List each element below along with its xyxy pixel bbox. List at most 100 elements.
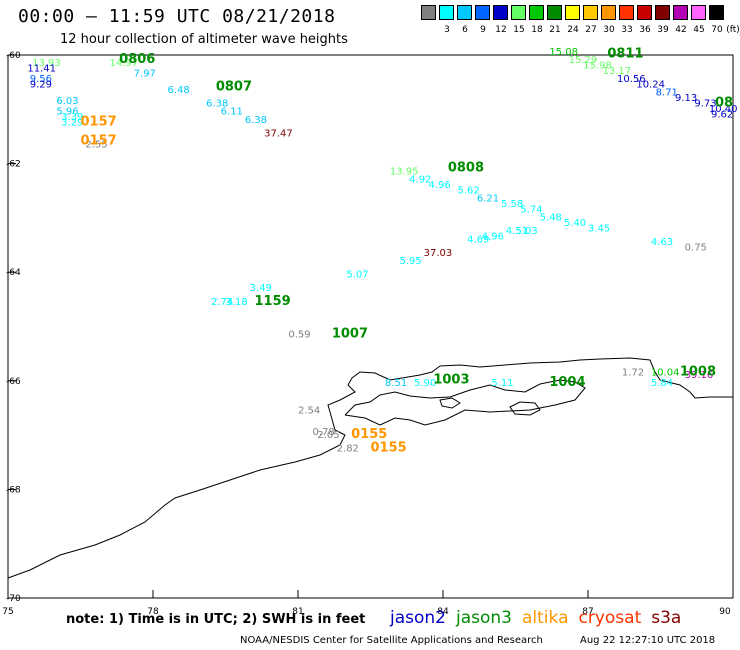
credit-text: NOAA/NESDIS Center for Satellite Applica…	[240, 635, 543, 646]
pass-time-label: 0806	[119, 52, 155, 67]
satellite-jason2: jason2	[390, 608, 446, 628]
wave-height-point: 6.03	[56, 96, 78, 107]
wave-height-point: 9.73	[694, 99, 716, 110]
wave-height-point: 15.98	[583, 61, 612, 72]
colorbar-label: 27	[585, 25, 597, 35]
wave-height-point: 10.04	[651, 367, 680, 378]
wave-height-point: 0.78	[313, 427, 335, 438]
colorbar-unit: (ft)	[726, 25, 740, 35]
wave-height-point: 13.95	[390, 166, 419, 177]
wave-height-point: 1.72	[622, 367, 644, 378]
wave-height-point: 6.11	[221, 107, 243, 118]
colorbar-swatch	[637, 5, 652, 20]
satellite-legend: jason2 jason3 altika cryosat s3a	[390, 608, 691, 628]
satellite-s3a: s3a	[651, 608, 682, 628]
pass-time-label: 0157	[81, 115, 117, 130]
wave-height-point: 39.16	[685, 370, 714, 381]
wave-height-point: 3.49	[250, 283, 272, 294]
colorbar-label: 3	[444, 25, 450, 35]
colorbar-label: 21	[549, 25, 561, 35]
colorbar-label: 39	[657, 25, 669, 35]
island-outline-2	[439, 397, 461, 409]
wave-height-point: 6.38	[206, 99, 228, 110]
wave-height-point: 10.56	[617, 74, 646, 85]
wave-height-point: 3.45	[588, 223, 610, 234]
wave-height-point: 9.29	[30, 80, 52, 91]
axes-frame	[7, 54, 734, 599]
generated-timestamp: Aug 22 12:27:10 UTC 2018	[580, 635, 716, 646]
wave-height-point: 9.62	[711, 109, 733, 120]
wave-height-point: 3.29	[61, 118, 83, 129]
colorbar-swatch	[709, 5, 724, 20]
wave-height-point: 5.96	[56, 107, 78, 118]
island-outline	[509, 401, 541, 416]
x-tick-label: 84	[437, 607, 449, 617]
colorbar-swatch	[583, 5, 598, 20]
x-tick-label: 87	[582, 607, 593, 617]
colorbar-swatch	[511, 5, 526, 20]
colorbar-label: 15	[513, 25, 525, 35]
wave-height-point: 2.82	[337, 443, 359, 454]
pass-time-label: 0811	[607, 47, 643, 62]
y-tick-label: -60	[6, 51, 21, 61]
colorbar-swatch	[421, 5, 436, 20]
wave-height-point: 5.11	[491, 378, 513, 389]
wave-height-point: 5.03	[516, 226, 538, 237]
pass-time-label: 1159	[255, 294, 291, 309]
wave-height-point: 5.62	[458, 185, 480, 196]
colorbar-label: 12	[495, 25, 507, 35]
pass-time-label: 0807	[216, 79, 252, 94]
ice-shelf-edge	[344, 379, 586, 426]
wave-height-point: 4.96	[482, 232, 504, 243]
wave-height-point: 37.03	[424, 248, 453, 259]
colorbar-swatch	[655, 5, 670, 20]
wave-height-point: 5.48	[540, 213, 562, 224]
x-tick-label: 78	[147, 607, 159, 617]
wave-height-point: 9.13	[675, 93, 697, 104]
y-tick-label: -62	[6, 160, 21, 170]
colorbar-label: 24	[567, 25, 579, 35]
coastline	[7, 357, 733, 579]
colorbar-swatch	[565, 5, 580, 20]
wave-height-point: 4.96	[429, 180, 451, 191]
footer-note: note: 1) Time is in UTC; 2) SWH is in fe…	[66, 612, 366, 627]
wave-height-point: 5.07	[346, 270, 368, 281]
colorbar-swatch	[601, 5, 616, 20]
wave-height-point: 2.05	[317, 430, 339, 441]
antarctic-coastline	[7, 357, 733, 579]
colorbar-swatch	[547, 5, 562, 20]
colorbar-swatch	[439, 5, 454, 20]
wave-height-point: 4.92	[409, 175, 431, 186]
colorbar-swatch	[673, 5, 688, 20]
wave-height-point: 5.58	[501, 199, 523, 210]
pass-time-label: 1007	[332, 326, 368, 341]
colorbar-label: 6	[462, 25, 468, 35]
wave-height-point: 37.47	[264, 128, 293, 139]
wave-height-point: 3.39	[61, 112, 83, 123]
axis-ticks: 75 78 81 84 87 90 -60 -62 -64 -66 -68 -70	[2, 51, 734, 617]
pass-time-label: 0155	[371, 440, 407, 455]
wave-height-point: 15.08	[549, 47, 578, 58]
wave-height-point: 11.41	[27, 63, 56, 74]
x-tick-label: 75	[2, 607, 13, 617]
colorbar-swatch	[457, 5, 472, 20]
y-tick-label: -64	[6, 268, 21, 278]
wave-height-point: 4.69	[467, 234, 489, 245]
x-tick-label: 90	[719, 607, 731, 617]
wave-height-point: 5.84	[651, 378, 673, 389]
colorbar-swatch	[493, 5, 508, 20]
wave-height-point: 13.93	[32, 58, 61, 69]
wave-height-point: 13.17	[603, 66, 632, 77]
satellite-cryosat: cryosat	[578, 608, 642, 628]
satellite-altika: altika	[522, 608, 569, 628]
wave-height-point: 4.63	[651, 237, 673, 248]
wave-height-point: 2.74	[211, 297, 233, 308]
wave-height-point: 6.21	[477, 194, 499, 205]
pass-time-label: 08	[715, 96, 733, 111]
colorbar-swatch	[529, 5, 544, 20]
y-tick-label: -70	[6, 594, 21, 604]
wave-height-point: 6.38	[245, 115, 267, 126]
chart-title: 00:00 – 11:59 UTC 08/21/2018	[18, 6, 336, 27]
colorbar-swatch	[475, 5, 490, 20]
